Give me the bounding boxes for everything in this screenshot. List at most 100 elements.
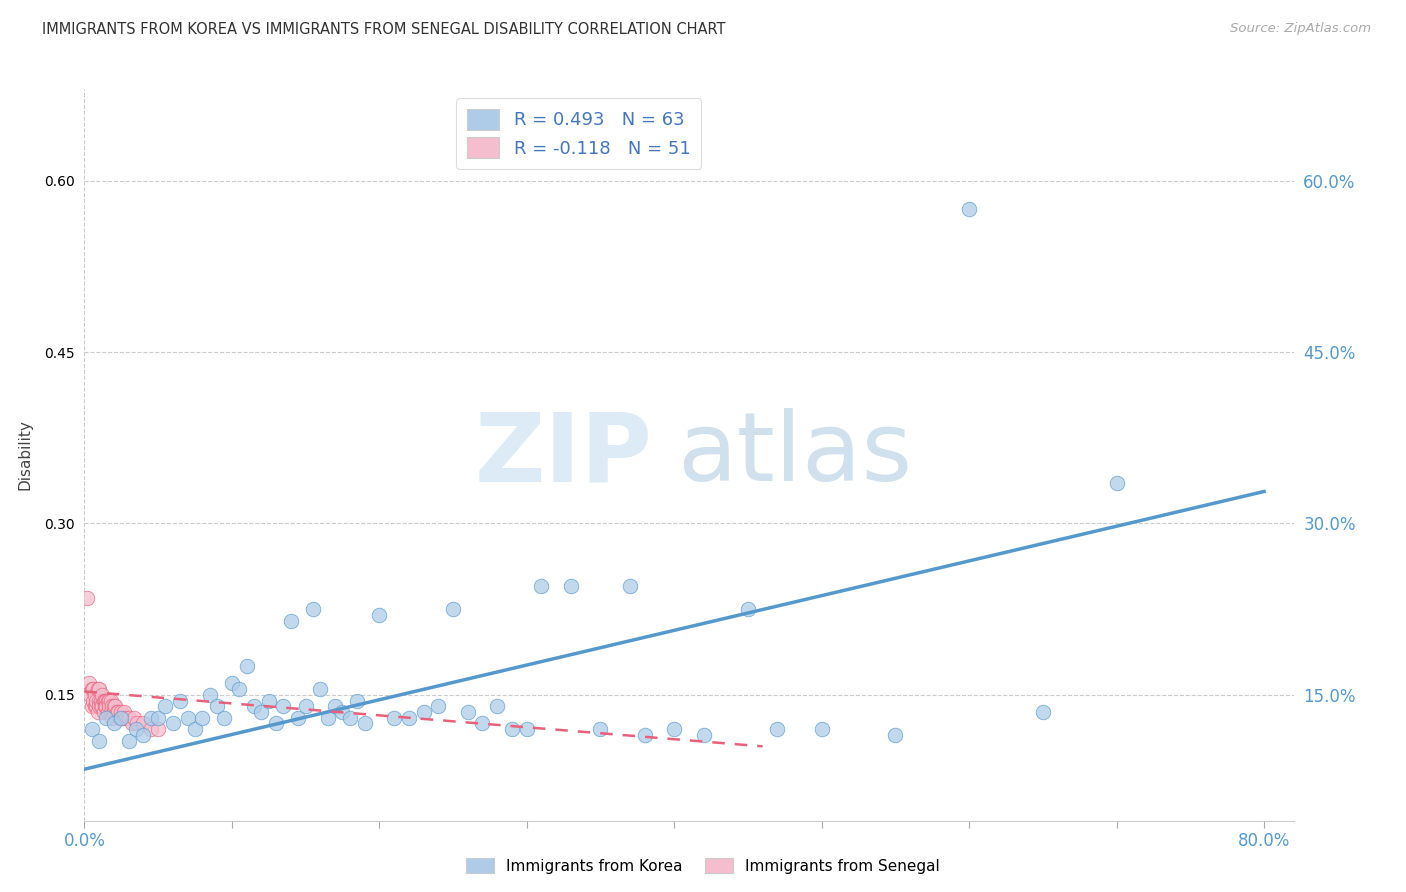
Point <box>101 711 124 725</box>
Point <box>176 711 198 725</box>
Point <box>80 723 103 737</box>
Text: IMMIGRANTS FROM KOREA VS IMMIGRANTS FROM SENEGAL DISABILITY CORRELATION CHART: IMMIGRANTS FROM KOREA VS IMMIGRANTS FROM… <box>42 22 725 37</box>
Point <box>132 716 155 731</box>
Point <box>91 688 114 702</box>
Point <box>382 711 405 725</box>
Point <box>214 711 236 725</box>
Legend: R = 0.493   N = 63, R = -0.118   N = 51: R = 0.493 N = 63, R = -0.118 N = 51 <box>456 98 702 169</box>
Point <box>198 688 221 702</box>
Point <box>441 602 464 616</box>
Point <box>155 699 177 714</box>
Point <box>107 705 129 719</box>
Y-axis label: Disability: Disability <box>18 419 32 491</box>
Point <box>127 716 149 731</box>
Point <box>82 682 104 697</box>
Point <box>273 699 295 714</box>
Point <box>146 723 169 737</box>
Point <box>398 711 420 725</box>
Point <box>103 705 125 719</box>
Point <box>79 688 101 702</box>
Point <box>83 699 105 714</box>
Point <box>90 693 112 707</box>
Point <box>82 693 104 707</box>
Point <box>105 705 128 719</box>
Point <box>766 723 789 737</box>
Point <box>162 716 184 731</box>
Point <box>243 699 266 714</box>
Point <box>125 723 148 737</box>
Point <box>1105 476 1128 491</box>
Point <box>87 693 110 707</box>
Point <box>84 699 107 714</box>
Point <box>339 711 361 725</box>
Point <box>97 693 120 707</box>
Point <box>83 688 105 702</box>
Point <box>737 602 759 616</box>
Point <box>96 693 118 707</box>
Point <box>353 716 375 731</box>
Point <box>114 711 136 725</box>
Point <box>589 723 612 737</box>
Point <box>501 723 523 737</box>
Point <box>457 705 479 719</box>
Point <box>619 579 641 593</box>
Point <box>257 693 280 707</box>
Point <box>205 699 228 714</box>
Point <box>110 705 132 719</box>
Point <box>332 705 354 719</box>
Point <box>287 711 309 725</box>
Point <box>530 579 553 593</box>
Text: ZIP: ZIP <box>475 409 652 501</box>
Point <box>294 699 316 714</box>
Point <box>90 699 112 714</box>
Point <box>250 705 273 719</box>
Point <box>94 693 117 707</box>
Point <box>77 676 100 690</box>
Point <box>121 716 143 731</box>
Point <box>228 682 250 697</box>
Point <box>103 716 125 731</box>
Point <box>560 579 582 593</box>
Point <box>664 723 686 737</box>
Point <box>169 693 191 707</box>
Point <box>104 699 127 714</box>
Point <box>76 591 98 605</box>
Point <box>80 699 103 714</box>
Point <box>316 711 339 725</box>
Point <box>112 705 135 719</box>
Point <box>412 705 434 719</box>
Point <box>235 659 257 673</box>
Point <box>957 202 980 217</box>
Point <box>139 711 162 725</box>
Point <box>96 699 118 714</box>
Point <box>98 693 121 707</box>
Point <box>117 711 139 725</box>
Point <box>309 682 332 697</box>
Point <box>191 711 214 725</box>
Point <box>516 723 538 737</box>
Point <box>93 693 115 707</box>
Point <box>117 733 139 747</box>
Point <box>108 711 131 725</box>
Point <box>427 699 450 714</box>
Point <box>146 711 169 725</box>
Point <box>810 723 832 737</box>
Point <box>323 699 346 714</box>
Point <box>101 699 124 714</box>
Point <box>1032 705 1054 719</box>
Point <box>98 699 121 714</box>
Point <box>80 682 103 697</box>
Point <box>634 728 657 742</box>
Point <box>96 711 118 725</box>
Point <box>100 693 122 707</box>
Point <box>87 699 110 714</box>
Point <box>100 705 122 719</box>
Legend: Immigrants from Korea, Immigrants from Senegal: Immigrants from Korea, Immigrants from S… <box>460 852 946 880</box>
Point <box>86 705 108 719</box>
Point <box>692 728 714 742</box>
Point <box>486 699 509 714</box>
Point <box>87 682 110 697</box>
Point <box>87 733 110 747</box>
Point <box>346 693 368 707</box>
Point <box>302 602 325 616</box>
